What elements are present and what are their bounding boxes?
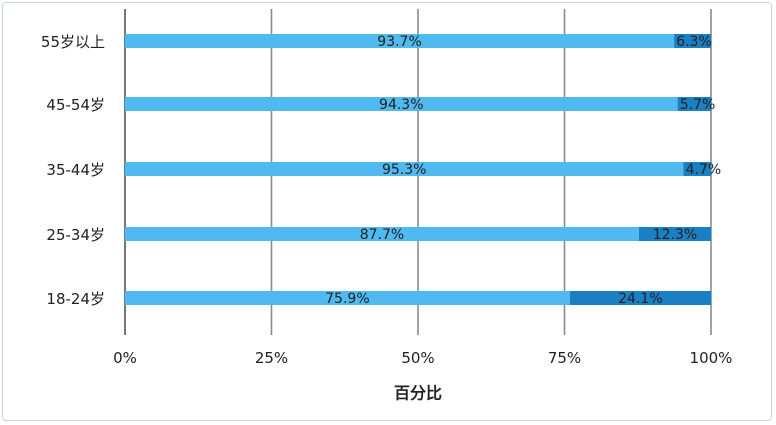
chart-frame: 55岁以上 45-54岁 35-44岁 25-34岁 18-24岁 0% 25% 50% 75… — [2, 2, 772, 421]
data-label: 75.9% — [325, 291, 369, 307]
x-tick-label: 25% — [255, 349, 288, 367]
data-label: 5.7% — [680, 97, 716, 113]
data-label: 93.7% — [377, 34, 421, 50]
data-labels: 93.7% 6.3% 94.3% 5.7% 95.3% 4.7% 87.7% 12.3% 75.… — [325, 34, 721, 307]
bar-segment — [677, 97, 711, 111]
data-label: 87.7% — [360, 227, 404, 243]
stacked-bar-chart: 55岁以上 45-54岁 35-44岁 25-34岁 18-24岁 0% 25% 50% 75… — [41, 9, 732, 403]
bar-segment — [683, 162, 711, 176]
data-label: 24.1% — [618, 291, 662, 307]
data-label: 6.3% — [676, 34, 712, 50]
x-tick-label: 50% — [401, 349, 434, 367]
bar-segment — [125, 162, 684, 176]
category-label: 25-34岁 — [46, 226, 105, 244]
category-label: 45-54岁 — [46, 96, 105, 114]
bar-segment — [125, 291, 570, 305]
x-tick-label: 75% — [548, 349, 581, 367]
bar-segment — [569, 291, 711, 305]
data-label: 94.3% — [379, 97, 423, 113]
data-label: 95.3% — [382, 162, 426, 178]
x-axis-title: 百分比 — [394, 384, 442, 403]
category-labels: 55岁以上 45-54岁 35-44岁 25-34岁 18-24岁 — [41, 33, 105, 308]
x-tick-label: 100% — [690, 349, 733, 367]
x-tick-labels: 0% 25% 50% 75% 100% — [113, 349, 732, 367]
bar-segment — [125, 34, 675, 48]
data-label: 4.7% — [686, 162, 722, 178]
bar-segment — [125, 97, 678, 111]
bars — [125, 34, 711, 305]
x-tick-label: 0% — [113, 349, 137, 367]
category-label: 55岁以上 — [41, 33, 105, 51]
bar-segment — [638, 227, 711, 241]
category-label: 18-24岁 — [46, 290, 105, 308]
category-label: 35-44岁 — [46, 161, 105, 179]
data-label: 12.3% — [653, 227, 697, 243]
bar-segment — [674, 34, 711, 48]
bar-segment — [125, 227, 639, 241]
